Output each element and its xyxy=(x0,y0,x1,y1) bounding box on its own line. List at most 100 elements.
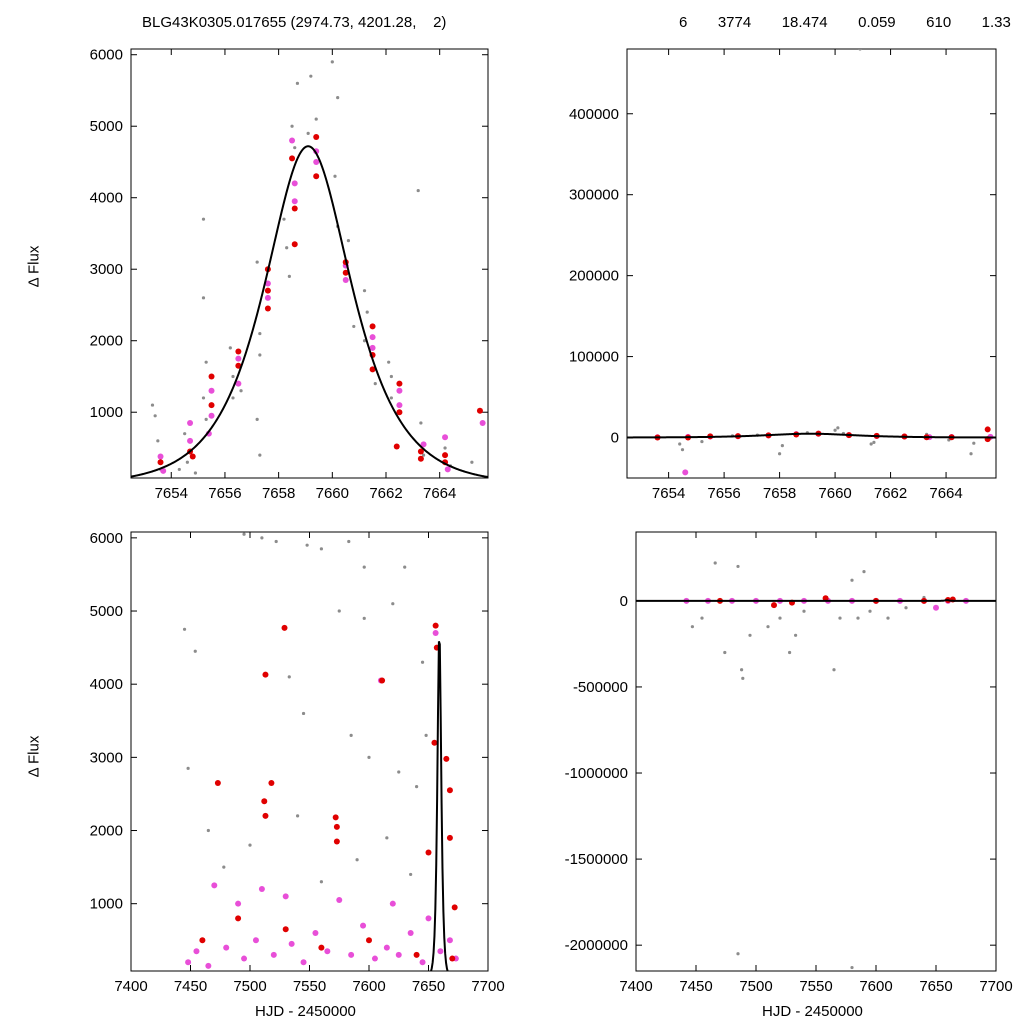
data-point-gray xyxy=(255,417,259,421)
data-point-gray xyxy=(305,543,309,547)
data-point-red xyxy=(396,409,403,416)
data-point-magenta xyxy=(205,962,212,969)
data-point-gray xyxy=(373,382,377,386)
data-point-red xyxy=(264,287,271,294)
y-tick-label: 5000 xyxy=(90,118,123,135)
x-tick-label: 7650 xyxy=(919,978,952,995)
data-point-red xyxy=(268,779,275,786)
data-point-gray xyxy=(309,74,313,78)
y-tick-label: 6000 xyxy=(90,47,123,64)
data-point-magenta xyxy=(336,897,343,904)
data-point-magenta xyxy=(682,469,689,476)
data-point-gray xyxy=(419,421,423,425)
data-point-red xyxy=(369,323,376,330)
data-point-gray xyxy=(201,217,206,221)
data-point-gray xyxy=(201,396,206,400)
data-point-gray xyxy=(242,532,246,536)
data-point-magenta xyxy=(223,944,230,951)
data-point-red xyxy=(262,671,269,678)
data-point-gray xyxy=(301,711,306,716)
data-point-gray xyxy=(183,432,187,436)
x-tick-label: 7664 xyxy=(423,485,456,502)
data-point-red xyxy=(318,944,325,951)
data-point-red xyxy=(432,622,439,629)
data-point-red xyxy=(369,366,376,373)
data-point-gray xyxy=(285,246,289,250)
data-point-gray xyxy=(872,440,876,444)
data-point-red xyxy=(333,838,340,845)
data-point-magenta xyxy=(208,387,215,394)
data-point-gray xyxy=(858,49,862,51)
data-point-gray xyxy=(387,360,391,364)
y-tick-label: 400000 xyxy=(569,106,619,123)
data-point-magenta xyxy=(348,951,355,958)
data-point-gray xyxy=(290,124,294,128)
data-point-magenta xyxy=(420,441,427,448)
data-point-gray xyxy=(193,649,197,653)
data-point-gray xyxy=(258,453,262,457)
data-point-red xyxy=(425,849,432,856)
data-point-gray xyxy=(362,339,367,343)
data-point-gray xyxy=(287,675,291,679)
x-tick-label: 7450 xyxy=(679,978,712,995)
data-point-gray xyxy=(346,239,351,243)
data-point-gray xyxy=(868,609,872,613)
y-tick-label: 5000 xyxy=(90,603,123,620)
data-point-gray xyxy=(362,289,367,293)
data-point-magenta xyxy=(342,276,349,283)
y-tick-label: 300000 xyxy=(569,187,619,204)
data-point-gray xyxy=(204,417,208,421)
data-point-gray xyxy=(838,616,842,620)
data-point-gray xyxy=(355,858,359,862)
model-curve xyxy=(131,145,488,478)
panel-top-left: 7654 7656 7658 7660 7662 7664 1000 2000 3000 4000… xyxy=(90,47,489,502)
x-tick-label: 7656 xyxy=(707,485,740,502)
data-point-gray xyxy=(150,403,155,407)
data-point-gray xyxy=(186,766,190,770)
data-point-magenta xyxy=(241,955,248,962)
data-point-gray xyxy=(972,441,976,445)
data-point-gray xyxy=(869,442,873,446)
data-point-gray xyxy=(766,625,770,629)
data-point-magenta xyxy=(270,951,277,958)
data-point-gray xyxy=(319,547,323,551)
data-point-red xyxy=(396,380,403,387)
data-point-gray xyxy=(228,346,232,350)
data-point-gray xyxy=(349,733,353,738)
left-title: BLG43K0305.017655 (2974.73, 4201.28, 2) xyxy=(142,14,447,31)
data-point-magenta xyxy=(312,929,319,936)
y-tick-label: 200000 xyxy=(569,268,619,285)
plot-frame xyxy=(626,48,997,479)
y-tick-label: -1500000 xyxy=(565,851,628,868)
data-point-gray xyxy=(723,650,727,655)
data-point-gray xyxy=(833,428,837,432)
x-tick-label: 7700 xyxy=(471,978,504,995)
x-tick-label: 7660 xyxy=(818,485,851,502)
data-point-gray xyxy=(365,310,369,314)
x-tick-label: 7600 xyxy=(352,978,385,995)
y-tick-label: 4000 xyxy=(90,190,123,207)
data-point-magenta xyxy=(396,402,403,409)
data-point-gray xyxy=(282,217,286,221)
data-point-magenta xyxy=(444,466,451,473)
data-point-red xyxy=(417,455,424,462)
panel-top-right: 7654 7656 7658 7660 7662 7664 0 100000 200000 300… xyxy=(569,48,997,502)
data-point-magenta xyxy=(252,937,259,944)
data-point-magenta xyxy=(324,948,331,955)
panel-bottom-right: 7400 7450 7500 7550 7600 7650 7700 0 -500000 -100… xyxy=(565,531,1013,995)
data-point-gray xyxy=(337,609,341,613)
x-tick-label: 7550 xyxy=(293,978,326,995)
x-tick-label: 7664 xyxy=(929,485,962,502)
data-point-gray xyxy=(156,439,160,443)
data-point-magenta xyxy=(437,948,444,955)
data-point-red xyxy=(393,443,400,450)
data-point-gray xyxy=(740,668,744,672)
data-point-gray xyxy=(306,131,310,135)
data-point-gray xyxy=(391,602,395,606)
data-point-gray xyxy=(470,460,474,464)
data-point-gray xyxy=(222,865,226,869)
data-point-red xyxy=(417,448,424,455)
x-tick-label: 7650 xyxy=(412,978,445,995)
data-point-magenta xyxy=(193,948,200,955)
